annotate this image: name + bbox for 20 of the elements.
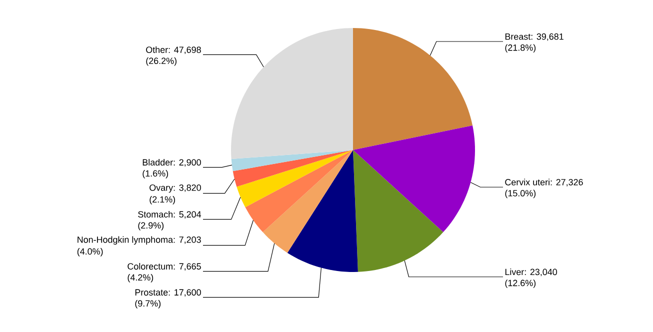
data-label: (9.7%) (135, 300, 161, 308)
slice-label: Colorectum: 7,665 (128, 262, 201, 271)
data-label: (2.1%) (150, 196, 176, 204)
slice-label: Other: 47,698 (146, 46, 201, 54)
slice-label: Bladder: 2,900 (142, 158, 201, 167)
slice-label: Ovary: 3,820 (150, 184, 201, 193)
data-label: (15.0%) (505, 190, 536, 198)
slice-label: Breast: 39,681 (505, 33, 564, 41)
data-label: (4.0%) (77, 248, 103, 256)
data-label: (2.9%) (138, 222, 164, 230)
slice-label: Non-Hodgkin lymphoma: 7,203 (78, 236, 201, 245)
data-label: (21.8%) (505, 44, 536, 53)
data-label: (12.6%) (505, 280, 536, 288)
slice-label: Liver: 23,040 (505, 268, 558, 276)
data-label: (4.2%) (128, 274, 154, 282)
slice-label: Stomach: 5,204 (138, 210, 202, 219)
slice-label: Cervix uteri: 27,326 (505, 178, 583, 186)
data-label: (26.2%) (146, 57, 176, 66)
data-label: (1.6%) (142, 170, 168, 178)
slice-label: Prostate: 17,600 (135, 289, 201, 297)
